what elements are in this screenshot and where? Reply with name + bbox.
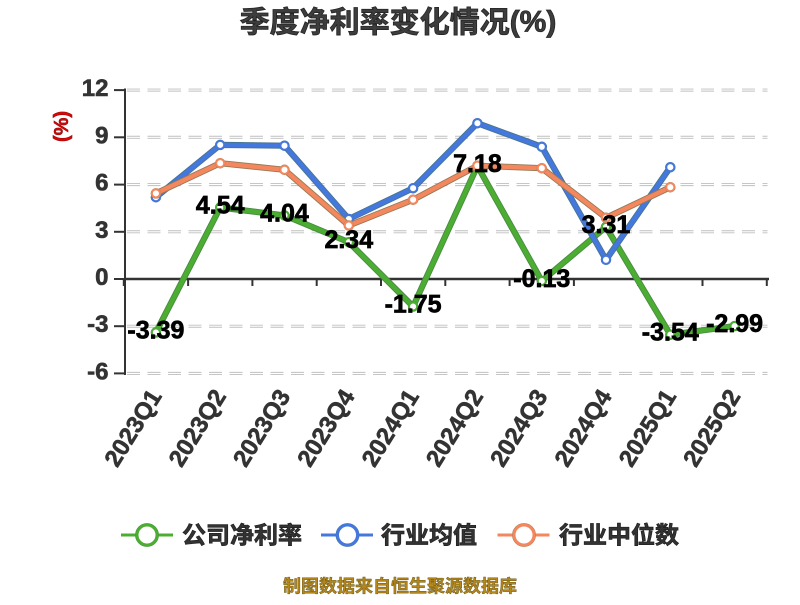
svg-text:4.04: 4.04 [260,199,309,227]
svg-text:(%): (%) [510,5,557,38]
svg-text:-0.13: -0.13 [513,265,570,293]
svg-text:(%): (%) [51,111,73,142]
svg-text:-3.54: -3.54 [642,319,699,347]
svg-text:4.54: 4.54 [196,192,245,220]
svg-text:-6: -6 [87,358,108,385]
svg-text:7.18: 7.18 [453,150,502,178]
svg-text:-3: -3 [87,311,108,338]
svg-text:-3.39: -3.39 [127,316,184,344]
svg-text:9: 9 [95,122,108,149]
svg-text:2.34: 2.34 [324,226,373,254]
svg-text:6: 6 [95,170,108,197]
svg-text:0: 0 [95,264,108,291]
svg-text:-1.75: -1.75 [385,291,442,319]
svg-text:3.31: 3.31 [582,211,631,239]
svg-text:3: 3 [95,217,108,244]
svg-text:12: 12 [82,75,109,102]
svg-text:-2.99: -2.99 [706,310,763,338]
